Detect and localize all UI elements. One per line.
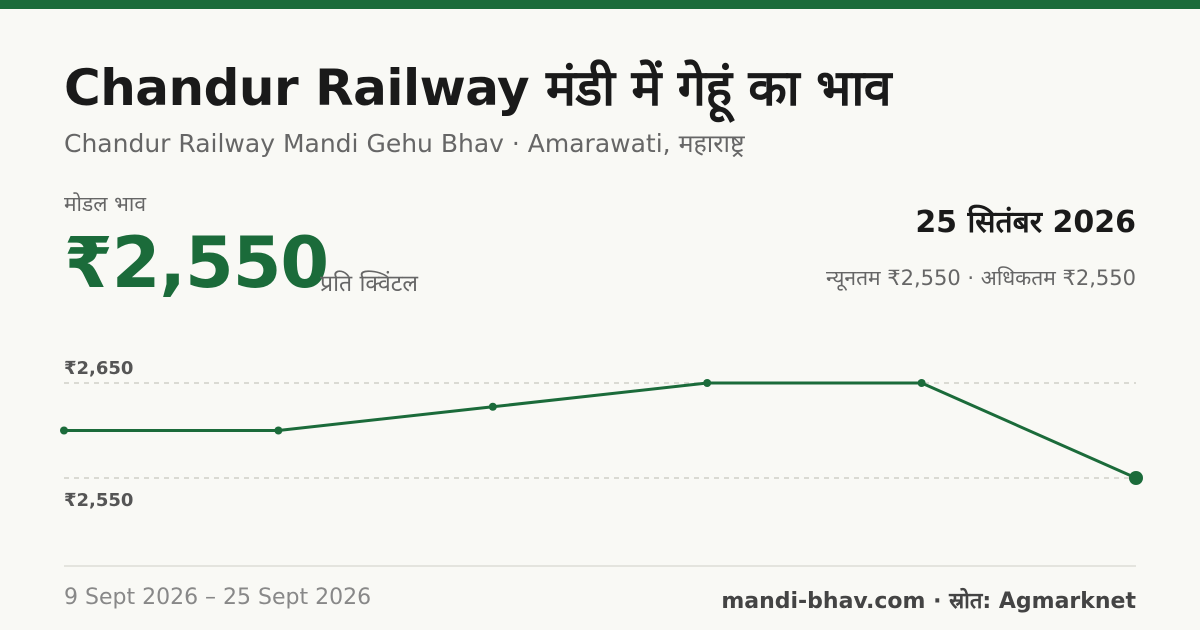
top-accent-bar <box>0 0 1200 9</box>
footer-divider <box>64 565 1136 567</box>
price-series-line <box>64 381 1137 480</box>
price-point <box>488 402 497 411</box>
y-tick-label: ₹2,650 <box>64 358 133 379</box>
latest-price-point <box>1129 471 1143 485</box>
footer-date-range: 9 Sept 2026 – 25 Sept 2026 <box>64 585 372 610</box>
price-point <box>60 426 68 435</box>
page-title: Chandur Railway मंडी में गेहूं का भाव <box>64 59 892 117</box>
min-max-range: न्यूनतम ₹2,550 · अधिकतम ₹2,550 <box>826 266 1136 290</box>
page-subtitle: Chandur Railway Mandi Gehu Bhav · Amaraw… <box>64 129 745 158</box>
price-unit: प्रति क्विंटल <box>320 271 418 297</box>
modal-price-value: ₹2,550 <box>64 222 329 304</box>
y-tick-label: ₹2,550 <box>64 490 133 511</box>
price-point <box>703 379 712 387</box>
price-point <box>274 426 283 435</box>
price-date: 25 सितंबर 2026 <box>915 205 1136 240</box>
price-point <box>917 379 926 387</box>
modal-price-label: मोडल भाव <box>64 192 147 216</box>
footer-source: mandi-bhav.com · स्रोत: Agmarknet <box>721 589 1136 614</box>
